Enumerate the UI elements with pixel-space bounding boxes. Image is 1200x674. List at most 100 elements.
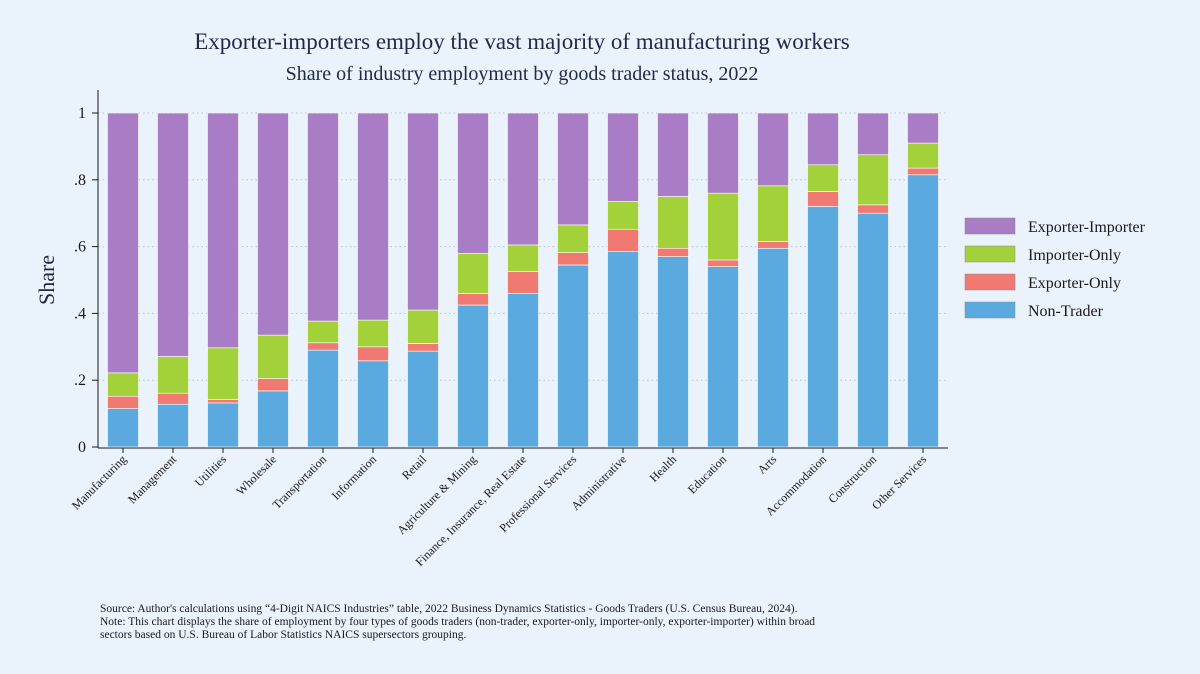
bar-segment-exporter-only: [257, 378, 289, 392]
x-tick-label: Manufacturing: [69, 452, 129, 512]
bar-segment-exporter-only: [557, 252, 589, 266]
bar-segment-non-trader: [257, 390, 289, 448]
bar-segment-importer-only: [157, 356, 189, 394]
bar-segment-importer-only: [907, 142, 939, 169]
y-tick-label: .4: [74, 305, 86, 322]
bar-segment-exporter-importer: [257, 112, 289, 336]
bar-segment-non-trader: [557, 264, 589, 448]
y-tick-label: 1: [78, 105, 86, 122]
bar-segment-non-trader: [407, 350, 439, 448]
bar-segment-exporter-only: [307, 342, 339, 351]
y-axis-label: Share: [34, 255, 59, 305]
bar-segment-exporter-only: [907, 167, 939, 176]
x-tick-label: Arts: [755, 452, 780, 477]
bar-segment-exporter-importer: [407, 112, 439, 311]
bar-segment-exporter-only: [357, 346, 389, 362]
bar-segment-non-trader: [157, 403, 189, 448]
x-tick-label: Education: [685, 452, 729, 496]
bar-segment-exporter-only: [707, 259, 739, 267]
bar-segment-non-trader: [907, 174, 939, 448]
x-tick-label: Management: [125, 452, 180, 507]
bar-segment-non-trader: [507, 293, 539, 448]
bar-segment-importer-only: [657, 196, 689, 249]
legend-swatch-exporter-importer: [964, 217, 1016, 235]
bar-segment-exporter-importer: [107, 112, 139, 374]
chart-title: Exporter-importers employ the vast major…: [194, 29, 850, 54]
bar-segment-exporter-only: [807, 191, 839, 207]
bar-segment-importer-only: [607, 201, 639, 230]
bar-segment-non-trader: [357, 360, 389, 448]
y-tick-label: .2: [74, 372, 86, 389]
bar-segment-importer-only: [857, 154, 889, 206]
legend-label: Non-Trader: [1028, 303, 1104, 320]
bar-segment-non-trader: [807, 206, 839, 448]
bar-segment-exporter-only: [507, 271, 539, 294]
bar-segment-non-trader: [207, 402, 239, 448]
bar-segment-non-trader: [757, 247, 789, 448]
bar-segment-non-trader: [607, 251, 639, 448]
y-tick-label: .8: [74, 172, 86, 189]
source-text: Source: Author's calculations using “4-D…: [100, 603, 798, 615]
bar-segment-exporter-importer: [857, 112, 889, 156]
bar-segment-exporter-importer: [757, 112, 789, 187]
bar-segment-importer-only: [307, 320, 339, 344]
x-tick-label: Information: [329, 452, 379, 502]
bar-segment-exporter-only: [107, 395, 139, 409]
note-text-line-2: sectors based on U.S. Bureau of Labor St…: [100, 629, 467, 641]
x-tick-label: Wholesale: [233, 452, 279, 498]
bar-segment-importer-only: [407, 309, 439, 344]
legend-swatch-exporter-only: [964, 273, 1016, 291]
bar-segment-exporter-only: [457, 293, 489, 306]
x-tick-label: Construction: [825, 452, 879, 506]
x-tick-label: Retail: [399, 452, 430, 483]
legend-swatch-importer-only: [964, 245, 1016, 263]
bar-segment-importer-only: [507, 244, 539, 272]
legend-label: Exporter-Importer: [1028, 219, 1146, 236]
bar-segment-non-trader: [657, 256, 689, 448]
bar-segment-exporter-importer: [707, 112, 739, 194]
bar-segment-exporter-importer: [657, 112, 689, 197]
bar-segment-importer-only: [807, 164, 839, 192]
bar-segment-exporter-only: [757, 241, 789, 249]
bar-segment-non-trader: [707, 266, 739, 448]
bar-segment-exporter-importer: [507, 112, 539, 246]
bar-segment-non-trader: [107, 408, 139, 448]
x-tick-label: Transportation: [270, 452, 330, 512]
y-tick-label: 0: [78, 439, 86, 456]
bar-segment-non-trader: [457, 304, 489, 448]
bar-segment-importer-only: [457, 252, 489, 294]
bar-segment-exporter-importer: [207, 112, 239, 349]
legend-swatch-non-trader: [964, 301, 1016, 319]
bar-segment-exporter-only: [407, 343, 439, 352]
bar-segment-importer-only: [757, 185, 789, 242]
legend-label: Importer-Only: [1028, 247, 1121, 264]
legend: Exporter-Importer Importer-Only Exporter-O…: [964, 217, 1146, 320]
bar-segment-exporter-importer: [307, 112, 339, 322]
bar-segment-importer-only: [557, 224, 589, 253]
bar-segment-importer-only: [707, 192, 739, 261]
bar-segment-non-trader: [307, 349, 339, 448]
note-text-line-1: Note: This chart displays the share of e…: [100, 616, 816, 628]
bar-segment-exporter-importer: [907, 112, 939, 144]
bars: [107, 112, 939, 448]
bar-segment-exporter-only: [657, 247, 689, 257]
bar-segment-importer-only: [257, 334, 289, 379]
legend-label: Exporter-Only: [1028, 275, 1121, 292]
bar-segment-importer-only: [357, 319, 389, 348]
bar-segment-exporter-importer: [457, 112, 489, 254]
bar-segment-exporter-only: [857, 204, 889, 214]
bar-segment-exporter-importer: [157, 112, 189, 357]
bar-segment-exporter-only: [607, 228, 639, 252]
x-tick-label: Other Services: [869, 452, 929, 512]
bar-segment-exporter-only: [157, 392, 189, 405]
bar-segment-exporter-importer: [807, 112, 839, 166]
bar-segment-exporter-importer: [607, 112, 639, 202]
bar-segment-exporter-importer: [357, 112, 389, 321]
chart-subtitle: Share of industry employment by goods tr…: [286, 63, 759, 85]
y-tick-label: .6: [74, 239, 86, 256]
source-note: Source: Author's calculations using “4-D…: [100, 603, 1000, 642]
bar-segment-exporter-importer: [557, 112, 589, 226]
bar-segment-importer-only: [207, 347, 239, 400]
bar-segment-importer-only: [107, 372, 139, 397]
bar-segment-non-trader: [857, 212, 889, 448]
